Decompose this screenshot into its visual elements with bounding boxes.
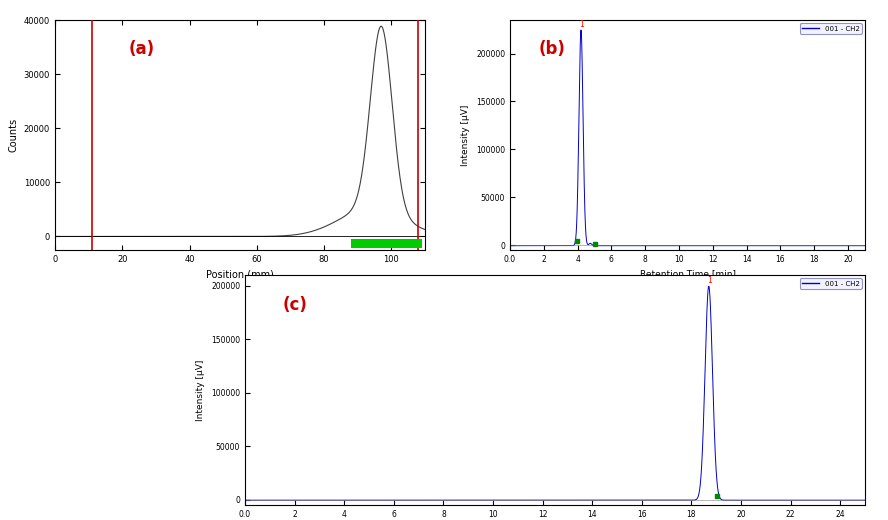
Text: (b): (b) (538, 41, 566, 58)
Y-axis label: Intensity [µV]: Intensity [µV] (462, 105, 471, 166)
Text: 1: 1 (580, 20, 584, 29)
Text: (a): (a) (129, 41, 155, 58)
Text: 1: 1 (707, 276, 711, 284)
X-axis label: Position (mm): Position (mm) (206, 269, 274, 279)
Legend: 001 - CH2: 001 - CH2 (799, 23, 861, 34)
X-axis label: Retention Time [min]: Retention Time [min] (639, 269, 735, 278)
Y-axis label: Counts: Counts (8, 118, 19, 152)
Bar (351, 239, 422, 249)
Legend: 001 - CH2: 001 - CH2 (799, 279, 861, 289)
Y-axis label: Intensity [µV]: Intensity [µV] (196, 359, 205, 421)
Text: (c): (c) (282, 295, 307, 314)
